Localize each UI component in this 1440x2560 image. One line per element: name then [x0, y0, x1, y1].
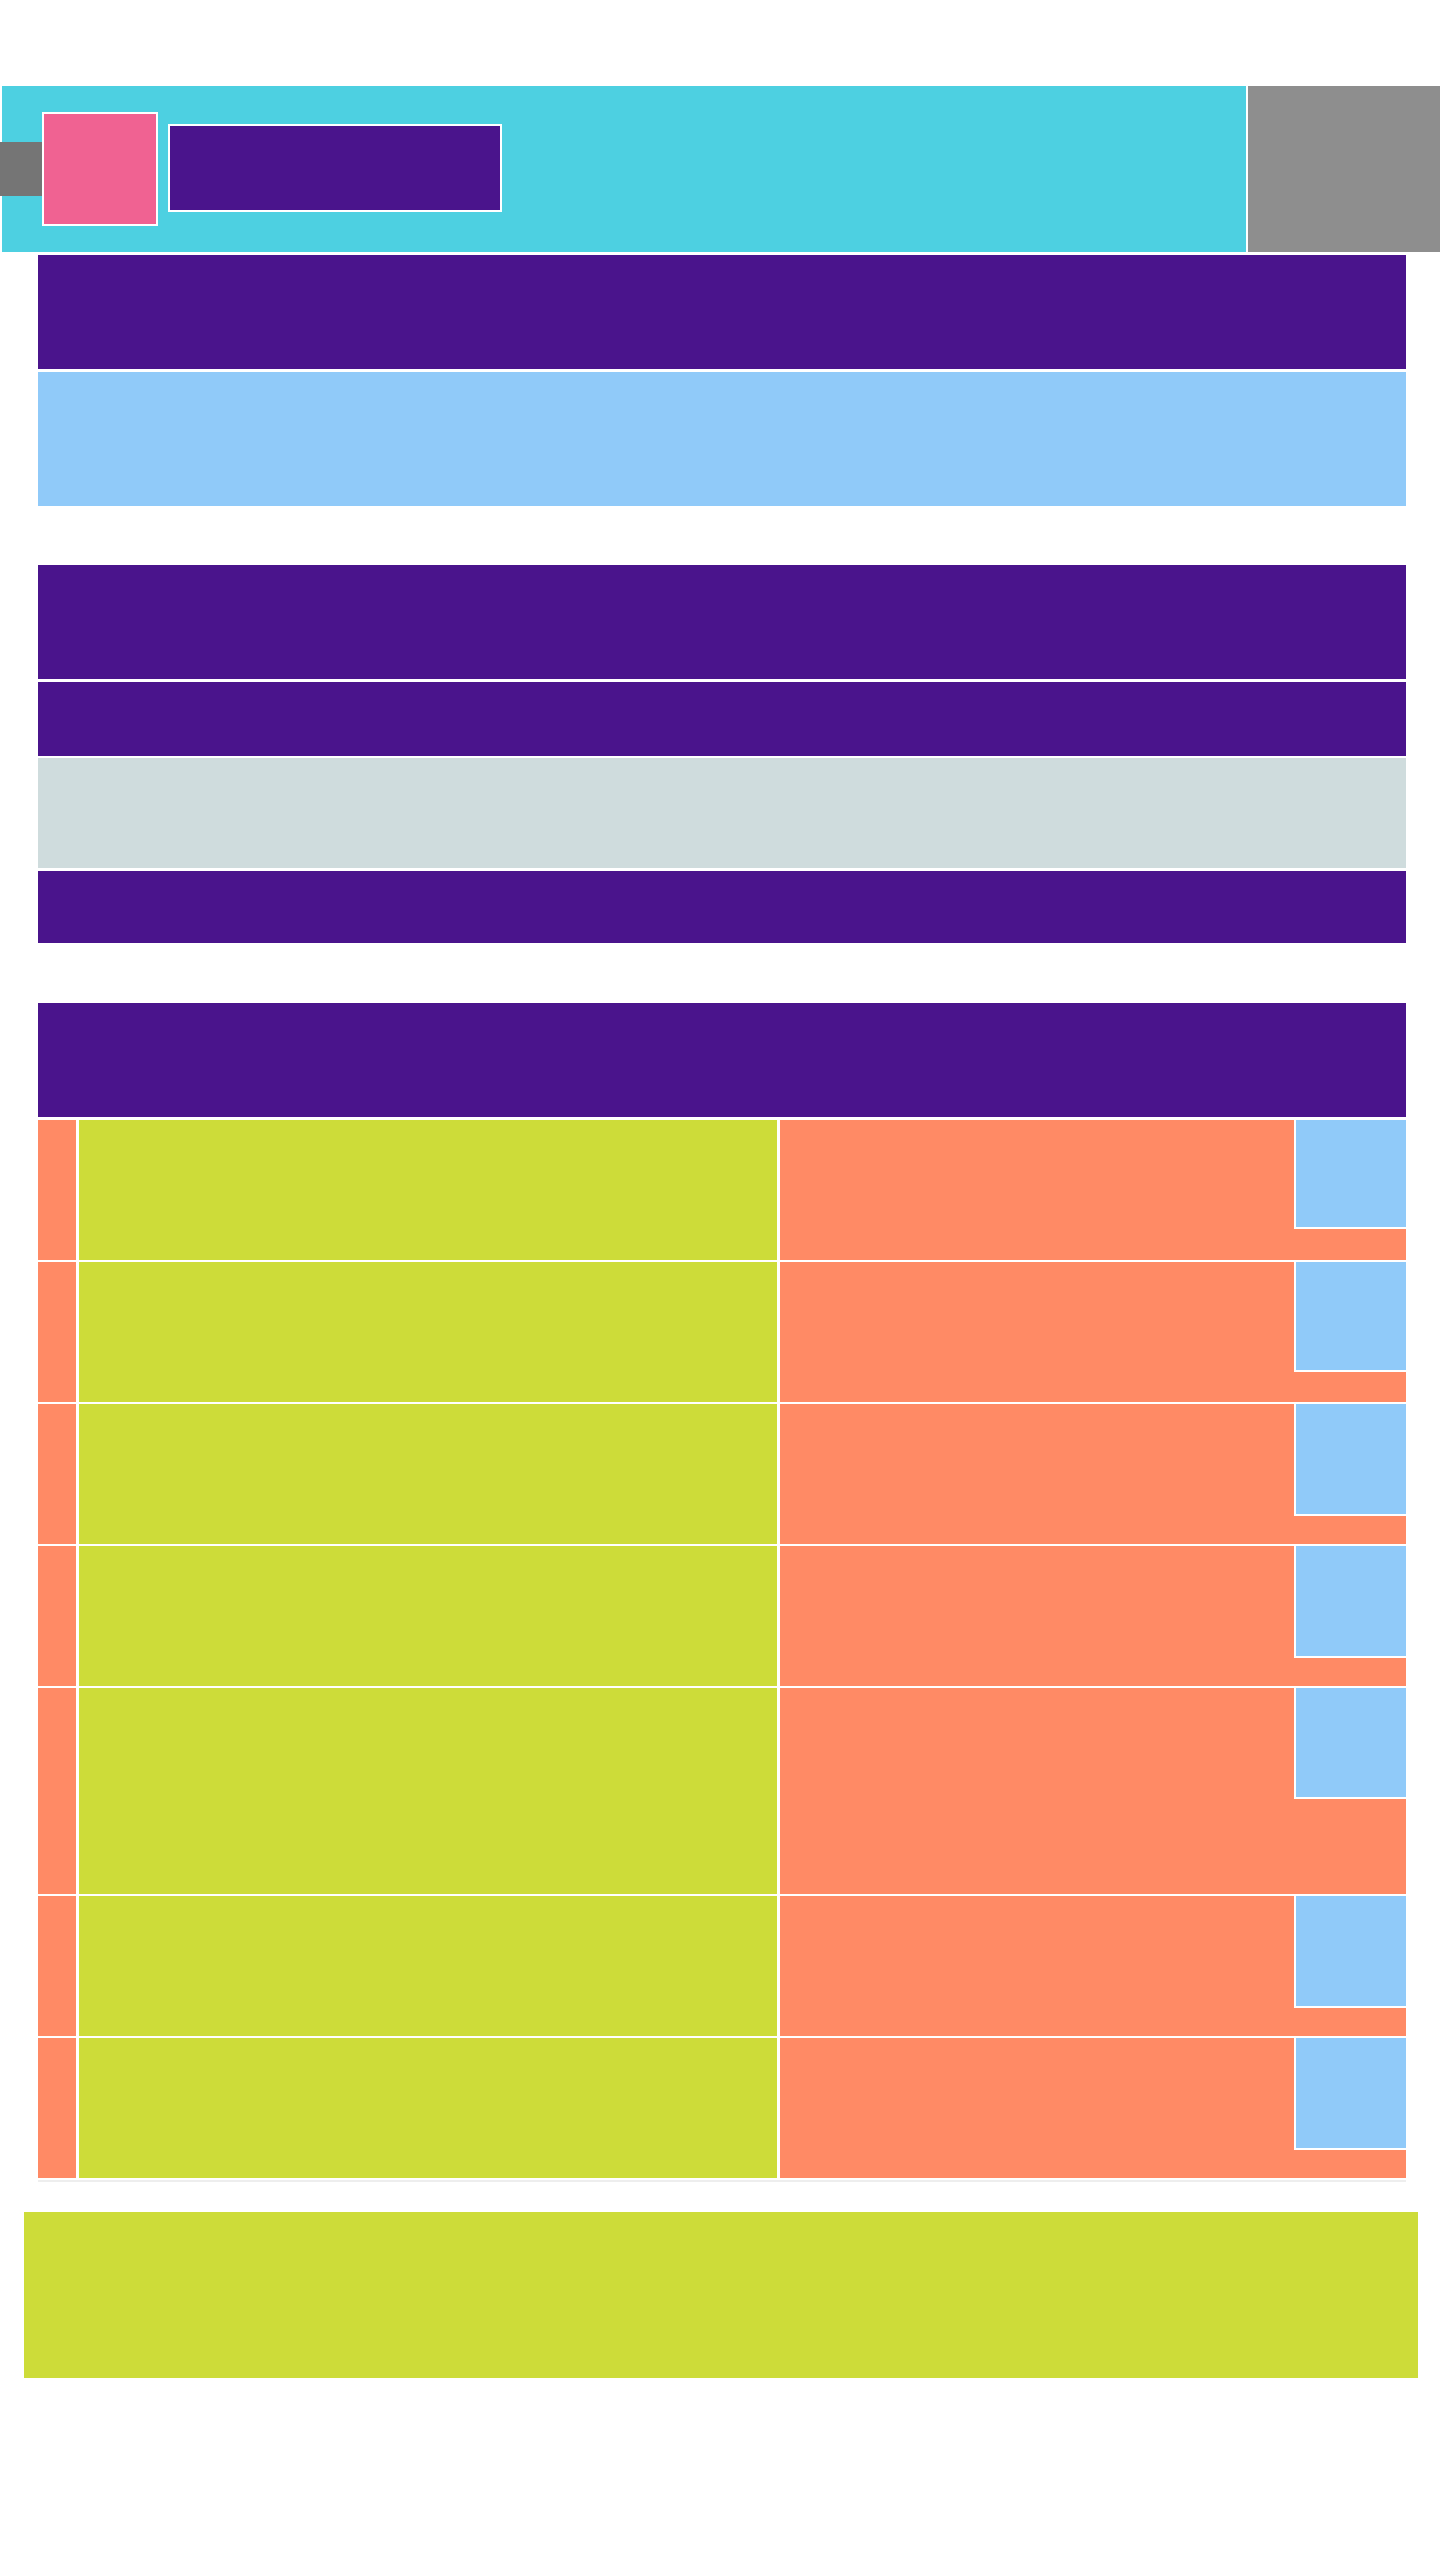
list-item-thumbnail[interactable]: [1294, 1120, 1406, 1229]
list-item[interactable]: [38, 1120, 1406, 1260]
details-subheader: [38, 682, 1406, 756]
menu-tab[interactable]: [0, 142, 44, 196]
list-item-thumbnail[interactable]: [1294, 1896, 1406, 2008]
list-item-index: [38, 1896, 76, 2036]
list-item[interactable]: [38, 1896, 1406, 2036]
list-item-thumbnail[interactable]: [1294, 1688, 1406, 1799]
list-item[interactable]: [38, 2038, 1406, 2178]
list-item-main[interactable]: [79, 1404, 777, 1544]
list-item[interactable]: [38, 1546, 1406, 1686]
list-header: [38, 1003, 1406, 1117]
list-item-index: [38, 1120, 76, 1260]
overview-header: [38, 255, 1406, 369]
avatar[interactable]: [42, 112, 158, 226]
list-item-thumbnail[interactable]: [1294, 1404, 1406, 1516]
list-item-thumbnail[interactable]: [1294, 1546, 1406, 1658]
list-item-index: [38, 1262, 76, 1402]
page-title: [168, 124, 502, 212]
list-item-thumbnail[interactable]: [1294, 1262, 1406, 1372]
list-divider: [38, 2180, 1406, 2182]
list-item[interactable]: [38, 1404, 1406, 1544]
list-item-main[interactable]: [79, 1262, 777, 1402]
details-header: [38, 565, 1406, 679]
list-item[interactable]: [38, 1262, 1406, 1402]
list-item-main[interactable]: [79, 2038, 777, 2178]
list-item-index: [38, 2038, 76, 2178]
list-item-index: [38, 1404, 76, 1544]
info-panel: [38, 758, 1406, 868]
list-item-main[interactable]: [79, 1120, 777, 1260]
list-item-thumbnail[interactable]: [1294, 2038, 1406, 2150]
list-item-main[interactable]: [79, 1896, 777, 2036]
notice-panel: [38, 372, 1406, 506]
list-item-main[interactable]: [79, 1688, 777, 1894]
list-item-main[interactable]: [79, 1546, 777, 1686]
details-action-bar[interactable]: [38, 871, 1406, 943]
list-item-index: [38, 1546, 76, 1686]
list-item-index: [38, 1688, 76, 1894]
footer: [24, 2212, 1418, 2378]
list-item[interactable]: [38, 1688, 1406, 1894]
header-side-panel[interactable]: [1248, 86, 1440, 252]
